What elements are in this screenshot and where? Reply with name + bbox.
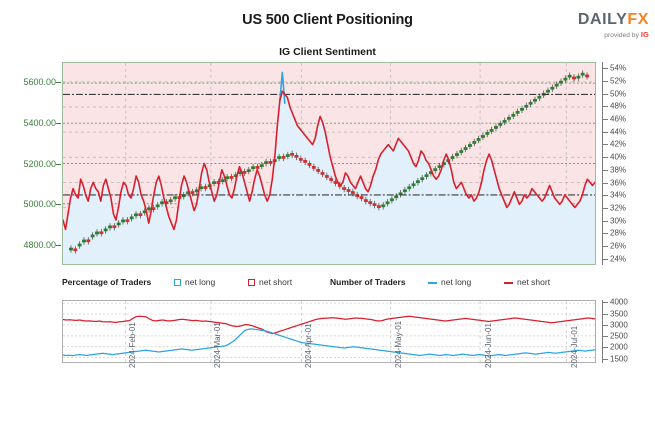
- percent-tick-label: 52%: [610, 77, 626, 86]
- percent-tick-label: 48%: [610, 102, 626, 111]
- traders-axis-right: 4000 3500 3000 2500 2000 1500: [601, 300, 653, 363]
- percent-tick-label: 38%: [610, 165, 626, 174]
- logo-tagline: provided by IG: [578, 31, 649, 40]
- price-tick-mark: [56, 82, 61, 83]
- traders-chart-svg: [63, 301, 595, 362]
- traders-tick-label: 2500: [610, 332, 628, 341]
- price-tick-mark: [56, 245, 61, 246]
- date-tick-label: 2024-May-01: [394, 321, 403, 368]
- legend-label-num-net-short: net short: [517, 277, 550, 287]
- page-title: US 500 Client Positioning: [0, 12, 655, 28]
- traders-tick-label: 2000: [610, 343, 628, 352]
- traders-axis-spine: [602, 300, 603, 363]
- price-tick-label: 5200.00: [23, 159, 56, 169]
- legend-swatch-blue-square: [174, 279, 181, 286]
- percent-tick-label: 40%: [610, 153, 626, 162]
- right-axis-spine: [602, 62, 603, 265]
- date-tick-label: 2024-Jun-01: [484, 323, 493, 368]
- legend-label-pct-net-short: net short: [259, 277, 292, 287]
- chart-screenshot: US 500 Client Positioning IG Client Sent…: [0, 0, 655, 427]
- legend-swatch-blue-line: [428, 282, 437, 284]
- traders-tick-label: 3500: [610, 309, 628, 318]
- legend-group-number: Number of Traders: [330, 276, 406, 288]
- percent-tick-label: 36%: [610, 178, 626, 187]
- logo-ig-text: IG: [641, 30, 649, 39]
- chart-subtitle: IG Client Sentiment: [0, 46, 655, 58]
- traders-tick-label: 3000: [610, 320, 628, 329]
- legend-item-pct-net-short[interactable]: net short: [248, 276, 292, 288]
- legend-group-percentage: Percentage of Traders: [62, 276, 151, 288]
- price-tick-label: 4800.00: [23, 240, 56, 250]
- percent-tick-label: 46%: [610, 115, 626, 124]
- date-tick-label: 2024-Apr-01: [304, 324, 313, 368]
- legend-swatch-red-line: [504, 282, 513, 284]
- percentage-axis-right: 54% 52% 50% 48% 46% 44% 42% 40% 38% 36% 34% 32% 30% 2…: [601, 62, 653, 265]
- percent-tick-label: 50%: [610, 89, 626, 98]
- percent-tick-label: 44%: [610, 127, 626, 136]
- legend-label-num-net-long: net long: [441, 277, 471, 287]
- traders-plot-area: [62, 300, 596, 363]
- date-axis: 2024-Feb-012024-Mar-012024-Apr-012024-Ma…: [62, 366, 596, 424]
- dailyfx-logo: DAILYFX provided by IG: [578, 12, 649, 40]
- price-tick-label: 5000.00: [23, 199, 56, 209]
- traders-series-net-long: [63, 329, 595, 356]
- logo-wordmark: DAILYFX: [578, 12, 649, 28]
- logo-daily-text: DAILY: [578, 11, 628, 28]
- sentiment-chart-svg: [63, 63, 595, 264]
- percent-tick-label: 42%: [610, 140, 626, 149]
- date-tick-label: 2024-Jul-01: [570, 326, 579, 368]
- chart-legend: Percentage of Traders net long net short…: [62, 276, 622, 292]
- price-tick-mark: [56, 123, 61, 124]
- percent-tick-label: 54%: [610, 64, 626, 73]
- legend-item-num-net-short[interactable]: net short: [504, 276, 550, 288]
- legend-item-num-net-long[interactable]: net long: [428, 276, 471, 288]
- percent-tick-label: 32%: [610, 203, 626, 212]
- price-axis-left: 5600.00 5400.00 5200.00 5000.00 4800.00: [0, 62, 56, 265]
- percent-tick-label: 30%: [610, 216, 626, 225]
- traders-tick-label: 1500: [610, 354, 628, 363]
- percent-tick-label: 34%: [610, 191, 626, 200]
- logo-fx-text: FX: [627, 11, 649, 28]
- sentiment-plot-area: [62, 62, 596, 265]
- price-tick-mark: [56, 164, 61, 165]
- price-tick-label: 5400.00: [23, 118, 56, 128]
- price-tick-mark: [56, 204, 61, 205]
- date-tick-label: 2024-Feb-01: [128, 322, 137, 368]
- logo-tagline-text: provided by: [604, 32, 641, 39]
- percent-tick-label: 28%: [610, 229, 626, 238]
- price-tick-label: 5600.00: [23, 77, 56, 87]
- legend-swatch-red-square: [248, 279, 255, 286]
- legend-item-pct-net-long[interactable]: net long: [174, 276, 215, 288]
- percent-tick-label: 26%: [610, 241, 626, 250]
- traders-tick-label: 4000: [610, 298, 628, 307]
- legend-label-pct-net-long: net long: [185, 277, 215, 287]
- percent-tick-label: 24%: [610, 254, 626, 263]
- date-tick-label: 2024-Mar-01: [213, 322, 222, 368]
